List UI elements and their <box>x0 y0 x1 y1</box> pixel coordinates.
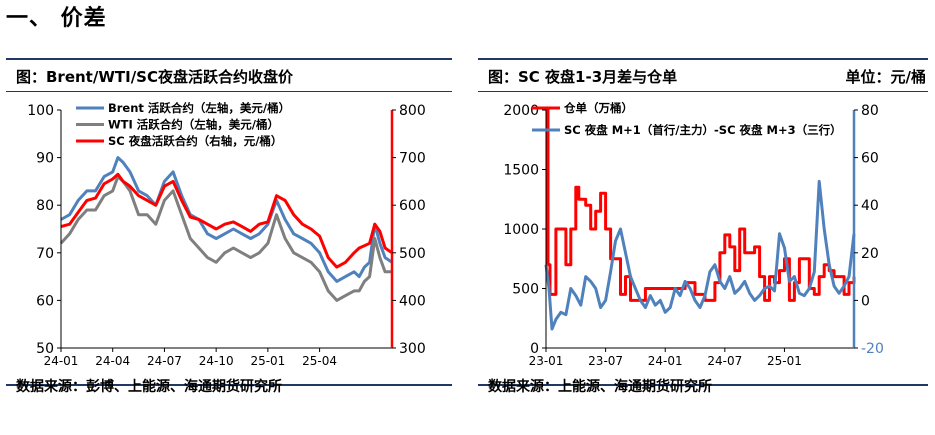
series-line-1 <box>546 108 856 302</box>
y-left-tick-label: 2000 <box>503 103 539 119</box>
section-title: 一、 价差 <box>6 6 107 31</box>
y-right-tick-label: 40 <box>861 198 879 214</box>
x-tick-label: 23-07 <box>588 354 623 368</box>
y-right-tick-label: 60 <box>861 151 879 167</box>
legend-label: WTI 活跃合约（左轴，美元/桶） <box>108 118 279 132</box>
right-chart-unit: 单位：元/桶 <box>845 68 926 86</box>
left-chart-svg: 50 60 70 80 90 100 300 400 500 600 700 800 24-01 24-0… <box>27 101 426 368</box>
y-left-tick-label: 70 <box>36 246 54 262</box>
x-tick-label: 25-01 <box>767 354 802 368</box>
x-tick-label: 24-10 <box>199 354 234 368</box>
legend-label: SC 夜盘活跃合约（右轴，元/桶） <box>108 134 282 148</box>
y-right-tick-label: 400 <box>399 293 426 309</box>
y-right-tick-label: 700 <box>399 151 426 167</box>
y-left-tick-label: 100 <box>27 103 54 119</box>
y-right-tick-label: 500 <box>399 246 426 262</box>
x-tick-label: 24-07 <box>707 354 742 368</box>
legend-label: SC 夜盘 M+1（首行/主力）-SC 夜盘 M+3（三行） <box>564 123 842 137</box>
panel-bottom-rule <box>6 384 452 386</box>
y-left-tick-label: 0 <box>530 341 539 357</box>
x-tick-label: 25-04 <box>302 354 337 368</box>
series-line-2 <box>59 175 392 302</box>
panel-title-rule <box>6 91 452 92</box>
y-right-tick-label: 20 <box>861 246 879 262</box>
y-left-tick-label: 50 <box>36 341 54 357</box>
panel-title-rule <box>478 91 928 92</box>
left-chart-title: 图：Brent/WTI/SC夜盘活跃合约收盘价 <box>16 68 293 86</box>
x-tick-label: 24-01 <box>648 354 683 368</box>
series-line-2 <box>544 179 856 331</box>
x-tick-label: 23-01 <box>529 354 564 368</box>
y-left-tick-label: 60 <box>36 293 54 309</box>
right-chart-panel: 图：SC 夜盘1-3月差与仓单 单位：元/桶 0 500 1000 1500 2000 -… <box>478 58 928 386</box>
series-line-1 <box>60 156 393 283</box>
series-line-3 <box>60 172 393 269</box>
y-right-tick-label: 600 <box>399 198 426 214</box>
left-chart-panel: 图：Brent/WTI/SC夜盘活跃合约收盘价 50 60 70 80 90 100 300… <box>6 58 452 386</box>
left-source-note: 数据来源：彭博、上能源、海通期货研究所 <box>16 379 282 395</box>
panel-bottom-rule <box>478 384 928 386</box>
right-chart-title: 图：SC 夜盘1-3月差与仓单 <box>488 68 678 86</box>
y-right-tick-label: 300 <box>399 341 426 357</box>
legend-label: 仓单（万桶） <box>563 101 633 115</box>
legend-label: Brent 活跃合约（左轴，美元/桶） <box>108 101 290 115</box>
y-left-tick-label: 1500 <box>503 163 539 179</box>
y-right-tick-label: 0 <box>861 293 870 309</box>
panel-top-rule <box>478 58 928 60</box>
y-left-tick-label: 500 <box>512 282 539 298</box>
y-left-tick-label: 90 <box>36 151 54 167</box>
y-right-tick-label: 80 <box>861 103 879 119</box>
x-tick-label: 24-07 <box>147 354 182 368</box>
x-tick-label: 24-01 <box>44 354 79 368</box>
panel-top-rule <box>6 58 452 60</box>
y-left-tick-label: 80 <box>36 198 54 214</box>
y-right-tick-label: -20 <box>861 341 884 357</box>
x-tick-label: 25-01 <box>250 354 285 368</box>
x-tick-label: 24-04 <box>95 354 130 368</box>
right-source-note: 数据来源：上能源、海通期货研究所 <box>488 379 712 395</box>
y-left-tick-label: 1000 <box>503 222 539 238</box>
right-chart-svg: 0 500 1000 1500 2000 -20 0 20 40 60 80 23-01 23-07 24… <box>503 101 884 368</box>
y-right-tick-label: 800 <box>399 103 426 119</box>
